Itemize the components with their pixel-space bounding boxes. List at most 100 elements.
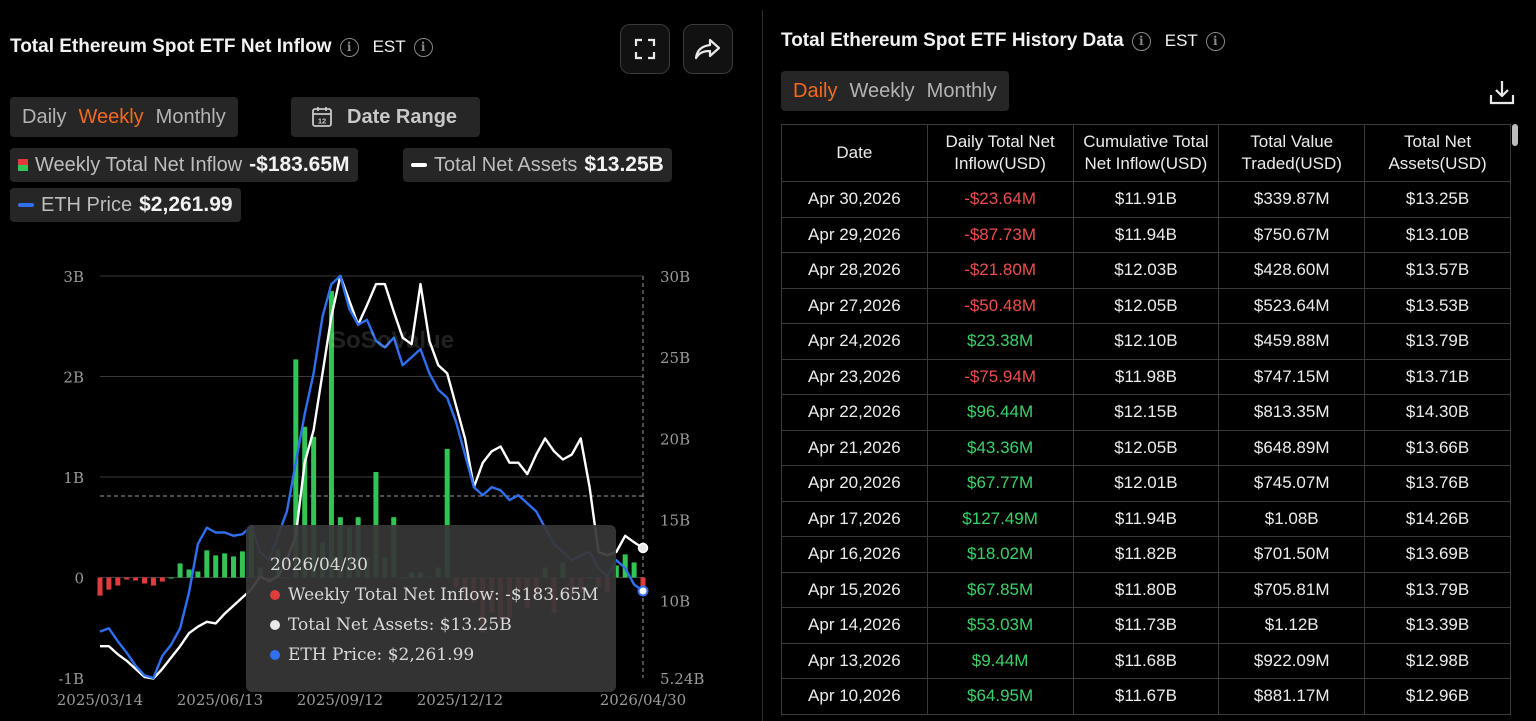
fullscreen-button[interactable]	[620, 24, 670, 74]
x-tick-label: 2025/09/12	[297, 691, 383, 709]
cell-value-traded: $747.15M	[1218, 358, 1366, 395]
inflow-bar[interactable]	[150, 577, 156, 586]
table-row: Apr 22,2026 $96.44M $12.15B $813.35M $14.30B	[781, 394, 1511, 431]
cell-value-traded: $705.81M	[1218, 571, 1366, 608]
cell-value-traded: $750.67M	[1218, 216, 1366, 253]
cell-cumulative-inflow: $12.03B	[1072, 252, 1220, 289]
table-row: Apr 13,2026 $9.44M $11.68B $922.09M $12.98B	[781, 642, 1511, 679]
cell-daily-inflow: $127.49M	[926, 500, 1074, 537]
inflow-bar[interactable]	[631, 562, 637, 578]
table-row: Apr 24,2026 $23.38M $12.10B $459.88M $13.79B	[781, 323, 1511, 360]
legend-price-label: ETH Price	[41, 193, 133, 216]
cell-cumulative-inflow: $12.05B	[1072, 429, 1220, 466]
inflow-bar[interactable]	[106, 577, 112, 590]
tab-daily[interactable]: Daily	[22, 105, 67, 128]
table-timezone-info-icon[interactable]: i	[1205, 31, 1225, 51]
assets-line[interactable]	[100, 274, 644, 680]
inflow-bar[interactable]	[444, 448, 450, 578]
inflow-bar[interactable]	[168, 577, 174, 579]
inflow-bar[interactable]	[613, 565, 619, 578]
table-tab-weekly[interactable]: Weekly	[849, 79, 915, 102]
cell-cumulative-inflow: $11.82B	[1072, 536, 1220, 573]
download-icon	[1489, 81, 1515, 105]
net-inflow-chart[interactable]: 3B 2B 1B 0 -1B 30B 25B 20B 15B 10B 5.24B 2025/03/14…	[0, 250, 760, 721]
cell-daily-inflow: -$23.64M	[926, 181, 1074, 218]
cell-cumulative-inflow: $11.68B	[1072, 642, 1220, 679]
table-body: Apr 30,2026 -$23.64M $11.91B $339.87M $13.25…	[781, 181, 1511, 715]
cell-value-traded: $459.88M	[1218, 323, 1366, 360]
tab-weekly[interactable]: Weekly	[78, 105, 144, 128]
share-button[interactable]	[683, 24, 733, 74]
date-range-button[interactable]: 12 Date Range	[291, 97, 480, 137]
x-tick-label: 2025/12/12	[417, 691, 503, 709]
cell-cumulative-inflow: $11.98B	[1072, 358, 1220, 395]
cell-daily-inflow: $67.85M	[926, 571, 1074, 608]
table-tab-daily[interactable]: Daily	[793, 79, 838, 102]
cell-net-assets: $13.39B	[1364, 607, 1511, 644]
inflow-bar[interactable]	[302, 426, 308, 578]
history-table: Date Daily Total Net Inflow(USD) Cumulat…	[781, 124, 1511, 715]
info-icon[interactable]: i	[339, 37, 359, 57]
tooltip-inflow-text: Weekly Total Net Inflow: -$183.65M	[288, 585, 599, 605]
legend-assets[interactable]: Total Net Assets $13.25B	[403, 148, 672, 182]
inflow-bar[interactable]	[239, 551, 245, 578]
inflow-bar[interactable]	[142, 577, 148, 584]
cell-daily-inflow: $96.44M	[926, 394, 1074, 431]
inflow-bar[interactable]	[622, 554, 628, 578]
table-scrollbar[interactable]	[1512, 124, 1518, 146]
y-left-tick-label: 2B	[63, 369, 84, 387]
y-right-tick-label: 5.24B	[660, 670, 704, 688]
table-row: Apr 23,2026 -$75.94M $11.98B $747.15M $13.71…	[781, 358, 1511, 395]
col-daily-inflow[interactable]: Daily Total Net Inflow(USD)	[926, 124, 1074, 182]
chart-title-row: Total Ethereum Spot ETF Net Inflow i EST…	[10, 36, 433, 58]
calendar-icon: 12	[312, 107, 332, 127]
table-row: Apr 28,2026 -$21.80M $12.03B $428.60M $13.57…	[781, 252, 1511, 289]
tooltip-price-text: ETH Price: $2,261.99	[288, 645, 475, 665]
table-tab-monthly[interactable]: Monthly	[926, 79, 997, 102]
legend-inflow[interactable]: Weekly Total Net Inflow -$183.65M	[10, 148, 358, 182]
assets-swatch	[411, 163, 427, 167]
cell-net-assets: $13.57B	[1364, 252, 1511, 289]
cell-daily-inflow: $23.38M	[926, 323, 1074, 360]
cell-daily-inflow: $53.03M	[926, 607, 1074, 644]
cell-net-assets: $13.10B	[1364, 216, 1511, 253]
inflow-bar[interactable]	[222, 553, 228, 578]
y-left-tick-label: 0	[74, 570, 84, 588]
tab-monthly[interactable]: Monthly	[155, 105, 226, 128]
inflow-bar[interactable]	[373, 471, 379, 578]
col-value-traded[interactable]: Total Value Traded(USD)	[1218, 124, 1366, 182]
cell-daily-inflow: -$87.73M	[926, 216, 1074, 253]
cell-net-assets: $13.76B	[1364, 465, 1511, 502]
cell-value-traded: $1.08B	[1218, 500, 1366, 537]
download-button[interactable]	[1488, 78, 1516, 111]
legend-price[interactable]: ETH Price $2,261.99	[10, 188, 241, 222]
inflow-bar[interactable]	[133, 577, 139, 581]
tooltip-price-dot	[270, 650, 280, 660]
inflow-bar[interactable]	[213, 555, 219, 578]
inflow-bar[interactable]	[159, 577, 165, 582]
cell-net-assets: $13.79B	[1364, 323, 1511, 360]
chart-tooltip: 2026/04/30 Weekly Total Net Inflow: -$18…	[246, 525, 616, 692]
inflow-bar[interactable]	[124, 577, 130, 580]
col-net-assets[interactable]: Total Net Assets(USD)	[1364, 124, 1511, 182]
inflow-bar[interactable]	[328, 291, 334, 578]
timezone-info-icon[interactable]: i	[413, 37, 433, 57]
col-cumulative-inflow[interactable]: Cumulative Total Net Inflow(USD)	[1072, 124, 1220, 182]
inflow-bar[interactable]	[177, 563, 183, 578]
watermark: SoSoValue	[330, 327, 454, 354]
cell-date: Apr 29,2026	[781, 216, 928, 253]
inflow-bar[interactable]	[195, 571, 201, 578]
col-date[interactable]: Date	[781, 124, 928, 182]
inflow-bar[interactable]	[231, 556, 237, 578]
cell-date: Apr 22,2026	[781, 394, 928, 431]
table-info-icon[interactable]: i	[1131, 31, 1151, 51]
inflow-bar[interactable]	[115, 577, 121, 586]
inflow-bar[interactable]	[186, 569, 192, 578]
cell-net-assets: $13.66B	[1364, 429, 1511, 466]
inflow-bar[interactable]	[97, 577, 103, 596]
cell-cumulative-inflow: $12.05B	[1072, 287, 1220, 324]
inflow-bar[interactable]	[204, 550, 210, 578]
inflow-bar[interactable]	[311, 436, 317, 578]
tooltip-inflow: Weekly Total Net Inflow: -$183.65M	[270, 585, 599, 605]
legend-assets-label: Total Net Assets	[434, 153, 578, 176]
